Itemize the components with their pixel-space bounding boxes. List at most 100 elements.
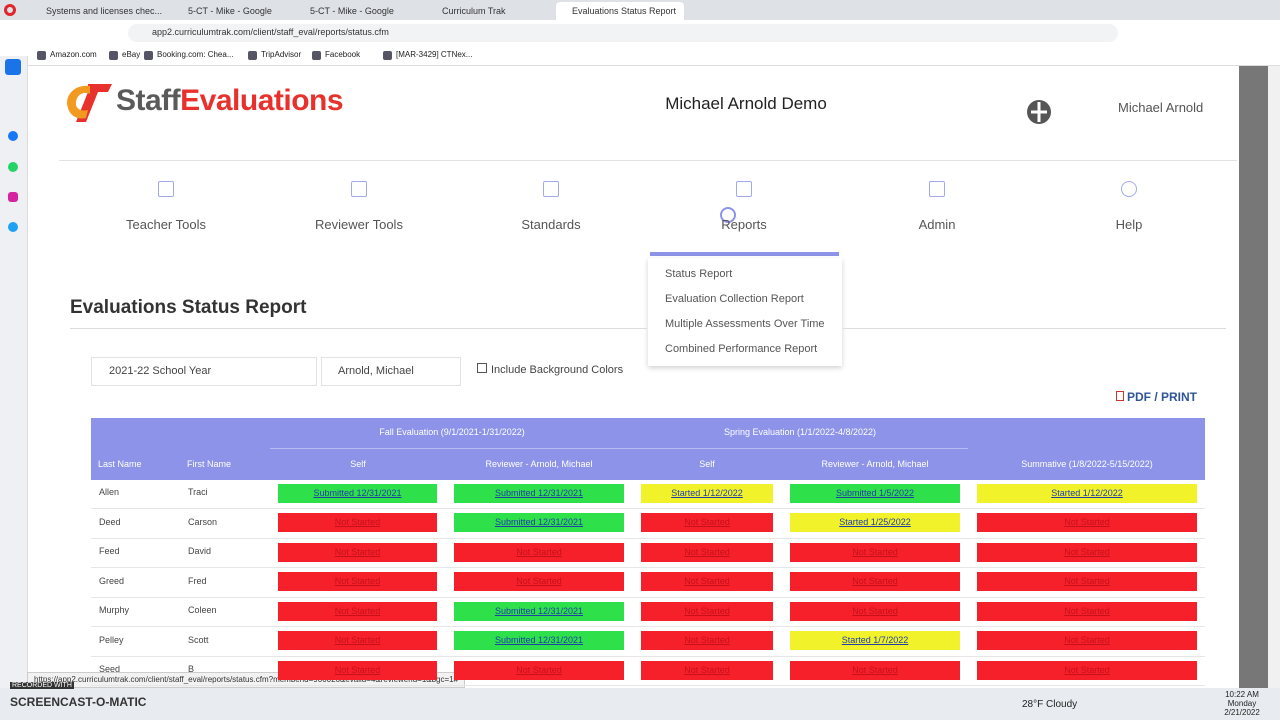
bookmark-icon[interactable] <box>383 51 392 60</box>
bookmark-icon[interactable] <box>312 51 321 60</box>
status-cell[interactable]: Started 1/7/2022 <box>790 631 960 650</box>
active-tab[interactable]: Evaluations Status Report <box>556 2 684 20</box>
status-cell[interactable]: Not Started <box>977 572 1197 591</box>
bookmark-icon[interactable] <box>109 51 118 60</box>
messenger-icon[interactable] <box>8 131 18 141</box>
bookmark[interactable]: TripAdvisor <box>261 50 302 59</box>
twitter-icon[interactable] <box>8 222 18 232</box>
nav-item[interactable]: Teacher Tools <box>126 217 206 232</box>
sidebar-icon[interactable] <box>5 59 21 75</box>
status-cell[interactable]: Not Started <box>977 660 1197 680</box>
nav-icon[interactable] <box>543 181 559 197</box>
status-cell[interactable]: Started 1/12/2022 <box>977 483 1197 503</box>
bookmark[interactable]: Booking.com: Chea... <box>157 50 234 59</box>
header-divider <box>59 160 1237 161</box>
tab[interactable]: Systems and licenses chec... <box>46 6 163 16</box>
status-cell[interactable]: Not Started <box>977 513 1197 532</box>
tab[interactable]: Curriculum Trak <box>442 6 506 16</box>
bookmark[interactable]: Facebook <box>325 50 361 59</box>
nav-item[interactable]: Help <box>1115 217 1143 232</box>
dropdown-item[interactable]: Evaluation Collection Report <box>665 293 804 305</box>
instagram-icon[interactable] <box>8 192 18 202</box>
day: Monday <box>1227 699 1257 708</box>
bookmark[interactable]: eBay <box>122 50 141 59</box>
first-name: Traci <box>188 487 208 497</box>
user-name[interactable]: Michael Arnold <box>1118 100 1204 115</box>
status-cell[interactable]: Not Started <box>790 601 960 621</box>
status-cell[interactable]: Submitted 12/31/2021 <box>454 483 624 503</box>
bookmark-icon[interactable] <box>248 51 257 60</box>
status-cell[interactable]: Not Started <box>278 542 437 562</box>
status-cell[interactable]: Not Started <box>278 631 437 650</box>
status-cell[interactable]: Not Started <box>278 660 437 680</box>
status-cell[interactable]: Not Started <box>454 542 624 562</box>
status-cell[interactable]: Submitted 1/5/2022 <box>790 483 960 503</box>
status-cell[interactable]: Started 1/25/2022 <box>790 513 960 532</box>
nav-icon[interactable] <box>929 181 945 197</box>
status-cell[interactable]: Started 1/12/2022 <box>641 483 773 503</box>
column-header: Last Name <box>98 459 142 469</box>
status-cell[interactable]: Not Started <box>454 660 624 680</box>
dropdown-item[interactable]: Combined Performance Report <box>665 343 818 355</box>
status-cell[interactable]: Not Started <box>641 660 773 680</box>
dropdown-item[interactable]: Multiple Assessments Over Time <box>665 318 825 330</box>
status-cell[interactable]: Submitted 12/31/2021 <box>454 513 624 532</box>
pdf-icon[interactable] <box>1116 391 1124 401</box>
status-cell[interactable]: Not Started <box>641 601 773 621</box>
reviewer-select-value[interactable]: Arnold, Michael <box>338 365 414 377</box>
year-select[interactable] <box>91 357 317 386</box>
bookmark-icon[interactable] <box>144 51 153 60</box>
status-cell[interactable]: Not Started <box>977 631 1197 650</box>
year-select-value[interactable]: 2021-22 School Year <box>109 365 212 377</box>
status-cell[interactable]: Not Started <box>790 542 960 562</box>
last-name: Pelley <box>99 634 124 645</box>
status-cell[interactable]: Not Started <box>790 660 960 680</box>
bookmark[interactable]: Amazon.com <box>50 50 97 59</box>
status-cell[interactable]: Not Started <box>641 631 773 650</box>
dropdown-menu <box>648 258 842 366</box>
status-cell[interactable]: Not Started <box>977 542 1197 562</box>
last-name: Feed <box>99 546 120 556</box>
status-cell[interactable]: Not Started <box>641 572 773 591</box>
status-cell[interactable]: Submitted 12/31/2021 <box>278 483 437 503</box>
status-cell[interactable]: Not Started <box>454 572 624 591</box>
logo-part: Staff <box>116 84 181 117</box>
dropdown-item[interactable]: Status Report <box>665 268 733 280</box>
column-header: First Name <box>187 459 232 469</box>
nav-icon[interactable] <box>1121 181 1137 197</box>
nav-icon[interactable] <box>351 181 367 197</box>
bookmark-icon[interactable] <box>37 51 46 60</box>
status-cell[interactable]: Not Started <box>977 601 1197 621</box>
row-rule <box>91 596 1205 598</box>
status-cell[interactable]: Not Started <box>278 513 437 532</box>
status-cell[interactable]: Submitted 12/31/2021 <box>454 631 624 650</box>
column-header: Summative (1/8/2022-5/15/2022) <box>1021 459 1153 469</box>
checkbox[interactable] <box>477 363 487 373</box>
status-cell[interactable]: Not Started <box>790 572 960 591</box>
nav-item[interactable]: Reviewer Tools <box>315 217 403 232</box>
tab[interactable]: 5-CT - Mike - Google Shee... <box>310 6 394 34</box>
tab[interactable]: 5-CT - Mike - Google Shee... <box>188 6 272 34</box>
status-cell[interactable]: Not Started <box>278 572 437 591</box>
clock: 10:22 AM Monday 2/21/2022 <box>1220 690 1264 717</box>
bookmark[interactable]: [MAR-3429] CTNex... <box>396 50 473 59</box>
status-cell[interactable]: Submitted 12/31/2021 <box>454 601 624 621</box>
url[interactable]: app2.curriculumtrak.com/client/staff_eva… <box>152 27 389 37</box>
status-cell[interactable]: Not Started <box>641 542 773 562</box>
nav-item[interactable]: Reports <box>721 217 767 232</box>
user-avatar[interactable] <box>1026 99 1052 125</box>
status-cell[interactable]: Not Started <box>278 601 437 621</box>
status-cell[interactable]: Not Started <box>641 513 773 532</box>
nav-icon[interactable] <box>158 181 174 197</box>
checkbox-label[interactable]: Include Background Colors <box>491 364 624 376</box>
reviewer-select[interactable] <box>321 357 461 386</box>
nav-item[interactable]: Standards <box>521 217 581 232</box>
last-name: Murphy <box>99 605 130 615</box>
title-rule <box>70 328 647 329</box>
nav-item[interactable]: Admin <box>918 217 956 232</box>
url-field[interactable] <box>128 24 1118 42</box>
print-link[interactable]: PDF / PRINT <box>1127 390 1198 404</box>
whatsapp-icon[interactable] <box>8 162 18 172</box>
logo-icon <box>67 84 112 122</box>
nav-icon[interactable] <box>736 181 752 197</box>
